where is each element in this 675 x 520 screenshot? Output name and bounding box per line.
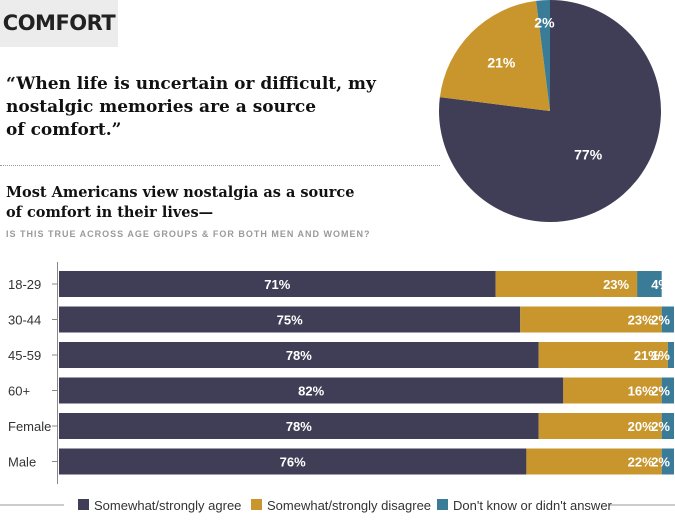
- category-label: 45-59: [8, 348, 41, 363]
- bar-segment-somewhat-strongly-disagree: [495, 271, 638, 297]
- bar-value-label: 75%: [277, 313, 303, 328]
- bar-value-label: 82%: [298, 384, 324, 399]
- pie-slice-label: 2%: [534, 14, 555, 30]
- legend-label: Somewhat/strongly disagree: [267, 498, 431, 513]
- category-label: 30-44: [8, 313, 41, 328]
- bar-segment-somewhat-strongly-agree: [59, 448, 527, 475]
- category-label: Male: [8, 455, 36, 470]
- bar-value-label: 4%: [651, 277, 670, 292]
- bar-value-label: 78%: [286, 348, 312, 363]
- bar-segment-somewhat-strongly-disagree: [538, 342, 668, 368]
- bar-segment-somewhat-strongly-agree: [59, 306, 521, 333]
- legend-label: Don't know or didn't answer: [453, 498, 613, 513]
- bar-segment-don-t-know-or-didn-t-answer: [637, 271, 662, 297]
- pie-slice-don-t-know-or-didn-t-answer: [536, 0, 550, 111]
- bar-value-label: 20%: [628, 419, 654, 434]
- bar-segment-somewhat-strongly-agree: [59, 271, 496, 297]
- legend-swatch-somewhat-strongly-agree: [78, 499, 89, 510]
- chart-legend: Somewhat/strongly agree Somewhat/strongly…: [0, 498, 675, 513]
- bar-segment-don-t-know-or-didn-t-answer: [661, 377, 674, 404]
- survey-quote: “When life is uncertain or difficult, my…: [6, 74, 376, 140]
- bar-value-label: 22%: [628, 455, 654, 470]
- bar-segment-somewhat-strongly-disagree: [526, 448, 662, 475]
- chart-question: IS THIS TRUE ACROSS AGE GROUPS & FOR BOT…: [6, 229, 371, 239]
- bar-segment-don-t-know-or-didn-t-answer: [667, 342, 674, 368]
- pie-slice-label: 21%: [487, 54, 516, 70]
- bar-value-label: 71%: [264, 277, 290, 292]
- section-tag: COMFORT: [0, 0, 118, 47]
- bar-value-label: 78%: [286, 419, 312, 434]
- bar-segment-somewhat-strongly-agree: [59, 342, 539, 368]
- legend-swatch-somewhat-strongly-disagree: [251, 499, 262, 510]
- bar-value-label: 76%: [280, 455, 306, 470]
- bar-value-label: 23%: [628, 313, 654, 328]
- legend-swatch-don-t-know-or-didn-t-answer: [437, 499, 448, 510]
- bar-segment-don-t-know-or-didn-t-answer: [661, 306, 674, 333]
- bar-segment-somewhat-strongly-agree: [59, 413, 539, 439]
- bar-value-label: 2%: [651, 419, 670, 434]
- bar-segment-don-t-know-or-didn-t-answer: [661, 448, 674, 475]
- bar-value-label: 2%: [651, 455, 670, 470]
- pie-slice-label: 77%: [574, 146, 603, 162]
- bar-segment-don-t-know-or-didn-t-answer: [661, 413, 674, 439]
- bar-value-label: 1%: [651, 348, 670, 363]
- bar-segment-somewhat-strongly-agree: [59, 377, 564, 404]
- bar-value-label: 2%: [651, 313, 670, 328]
- category-label: 18-29: [8, 277, 41, 292]
- bar-segment-somewhat-strongly-disagree: [520, 306, 662, 333]
- category-label: Female: [8, 419, 51, 434]
- bar-value-label: 2%: [651, 384, 670, 399]
- chart-subheading: Most Americans view nostalgia as a sourc…: [6, 184, 355, 221]
- bar-value-label: 21%: [634, 348, 660, 363]
- pie-slice-somewhat-strongly-disagree: [439, 0, 550, 112]
- bar-segment-somewhat-strongly-disagree: [538, 413, 662, 439]
- bar-value-label: 23%: [603, 277, 629, 292]
- dotted-divider: [0, 165, 440, 166]
- pie-chart: 77% 21% 2%: [439, 0, 661, 222]
- category-label: 60+: [8, 384, 30, 399]
- bar-value-label: 16%: [628, 384, 654, 399]
- legend-label: Somewhat/strongly agree: [94, 498, 241, 513]
- pie-slice-somewhat-strongly-agree: [439, 0, 661, 222]
- stacked-bar-chart: 18-29 71% 23% 4%30-44 75% 23%2%45-59 78% 21%1%6…: [8, 262, 674, 484]
- bar-segment-somewhat-strongly-disagree: [563, 377, 662, 404]
